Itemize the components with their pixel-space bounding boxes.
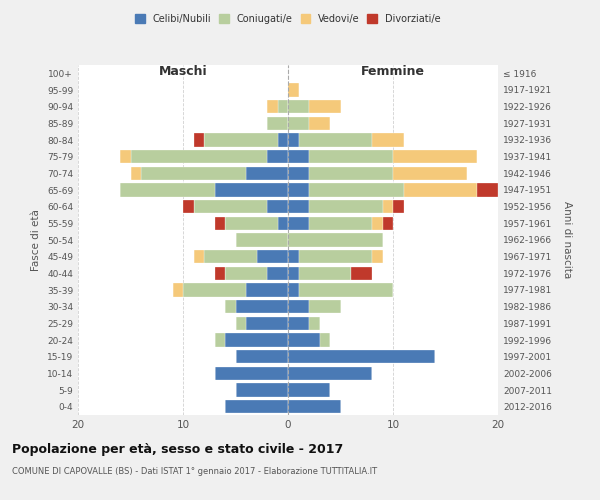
Bar [246, 316, 288, 330]
Bar [235, 300, 288, 314]
Bar [288, 166, 309, 180]
Bar [288, 366, 372, 380]
Bar [288, 134, 299, 146]
Bar [193, 250, 204, 264]
Bar [183, 200, 193, 213]
Bar [193, 134, 204, 146]
Bar [309, 216, 372, 230]
Bar [225, 300, 235, 314]
Bar [277, 100, 288, 114]
Bar [372, 250, 383, 264]
Bar [309, 116, 330, 130]
Bar [235, 350, 288, 364]
Bar [235, 234, 288, 246]
Bar [393, 166, 467, 180]
Bar [130, 150, 267, 164]
Bar [215, 216, 225, 230]
Bar [130, 166, 141, 180]
Bar [372, 134, 404, 146]
Bar [288, 384, 330, 396]
Bar [120, 184, 215, 196]
Bar [267, 116, 288, 130]
Bar [288, 200, 309, 213]
Bar [288, 234, 383, 246]
Bar [299, 134, 372, 146]
Bar [120, 150, 130, 164]
Bar [309, 300, 341, 314]
Bar [257, 250, 288, 264]
Bar [477, 184, 498, 196]
Bar [215, 184, 288, 196]
Bar [288, 150, 309, 164]
Text: Maschi: Maschi [158, 65, 208, 78]
Bar [267, 266, 288, 280]
Bar [288, 216, 309, 230]
Bar [215, 334, 225, 346]
Bar [215, 366, 288, 380]
Bar [193, 200, 267, 213]
Bar [299, 266, 351, 280]
Text: COMUNE DI CAPOVALLE (BS) - Dati ISTAT 1° gennaio 2017 - Elaborazione TUTTITALIA.: COMUNE DI CAPOVALLE (BS) - Dati ISTAT 1°… [12, 468, 377, 476]
Bar [277, 216, 288, 230]
Bar [173, 284, 183, 296]
Bar [235, 384, 288, 396]
Bar [215, 266, 225, 280]
Y-axis label: Anni di nascita: Anni di nascita [562, 202, 572, 278]
Bar [309, 316, 320, 330]
Y-axis label: Fasce di età: Fasce di età [31, 209, 41, 271]
Bar [309, 166, 393, 180]
Bar [246, 166, 288, 180]
Bar [288, 100, 309, 114]
Text: Popolazione per età, sesso e stato civile - 2017: Popolazione per età, sesso e stato civil… [12, 442, 343, 456]
Bar [393, 150, 477, 164]
Bar [204, 250, 257, 264]
Bar [277, 134, 288, 146]
Bar [383, 200, 393, 213]
Bar [183, 284, 246, 296]
Bar [320, 334, 330, 346]
Bar [404, 184, 477, 196]
Bar [225, 400, 288, 413]
Bar [288, 116, 309, 130]
Bar [383, 216, 393, 230]
Legend: Celibi/Nubili, Coniugati/e, Vedovi/e, Divorziati/e: Celibi/Nubili, Coniugati/e, Vedovi/e, Di… [136, 14, 440, 24]
Bar [288, 266, 299, 280]
Bar [141, 166, 246, 180]
Bar [288, 350, 435, 364]
Bar [225, 266, 267, 280]
Bar [288, 400, 341, 413]
Bar [309, 100, 341, 114]
Bar [267, 150, 288, 164]
Bar [267, 100, 277, 114]
Bar [235, 316, 246, 330]
Bar [288, 334, 320, 346]
Bar [309, 184, 404, 196]
Bar [246, 284, 288, 296]
Bar [372, 216, 383, 230]
Bar [299, 284, 393, 296]
Bar [309, 200, 383, 213]
Bar [299, 250, 372, 264]
Bar [204, 134, 277, 146]
Bar [225, 216, 277, 230]
Bar [288, 184, 309, 196]
Bar [225, 334, 288, 346]
Bar [288, 284, 299, 296]
Text: Femmine: Femmine [361, 65, 425, 78]
Bar [351, 266, 372, 280]
Bar [288, 316, 309, 330]
Bar [267, 200, 288, 213]
Bar [288, 300, 309, 314]
Bar [288, 84, 299, 96]
Bar [309, 150, 393, 164]
Bar [393, 200, 404, 213]
Bar [288, 250, 299, 264]
